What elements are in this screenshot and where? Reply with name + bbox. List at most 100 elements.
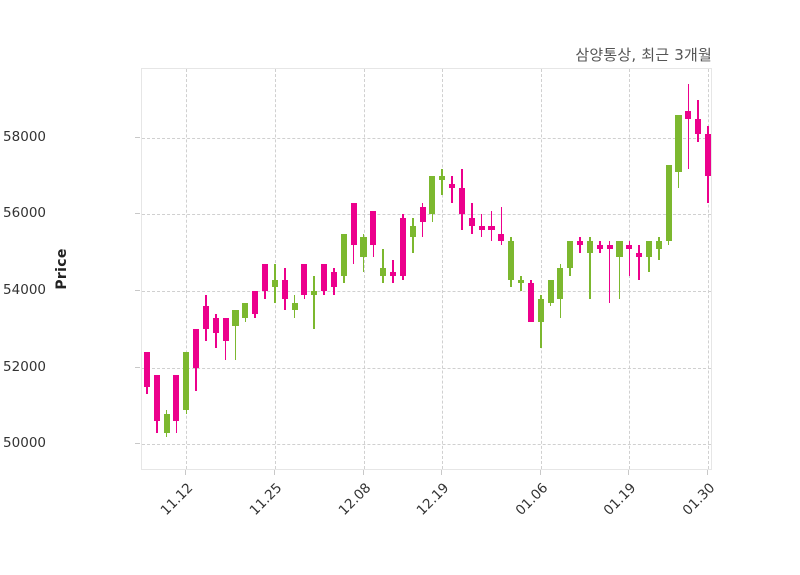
gridline-vertical-01.06 — [540, 69, 542, 469]
candle-body — [468, 218, 475, 226]
x-axis-tick-mark-01.06 — [539, 470, 541, 475]
candle-wick — [520, 275, 522, 292]
x-axis-tick-mark-12.08 — [362, 470, 364, 475]
candle-body — [311, 291, 318, 295]
candle-body — [262, 264, 269, 292]
candle-wick — [658, 237, 660, 261]
gridline-vertical-11.12 — [186, 69, 188, 469]
candle-wick — [313, 275, 316, 330]
y-axis-tick-label-56000: 56000 — [3, 205, 46, 222]
candle-body — [340, 233, 347, 276]
x-axis-tick-mark-01.19 — [628, 470, 630, 475]
candle-body — [567, 241, 574, 269]
candle-body — [183, 352, 190, 410]
candle-body — [645, 241, 653, 257]
candle-body — [330, 271, 338, 288]
candle-body — [389, 271, 397, 276]
y-axis-labels: 50000 52000 54000 56000 58000 — [0, 0, 141, 575]
candle-body — [547, 279, 554, 303]
candle-body — [675, 114, 682, 173]
gridline-horizontal-54000 — [142, 291, 711, 293]
x-axis-tick-mark-12.19 — [441, 470, 443, 475]
candle-body — [143, 352, 150, 387]
candle-body — [360, 237, 367, 257]
candle-body — [626, 245, 633, 249]
x-axis-tick-label-12.19: 12.19 — [413, 480, 453, 519]
plot-area — [141, 68, 712, 470]
gridline-horizontal-58000 — [142, 137, 711, 139]
gridline-vertical-01.30 — [708, 69, 710, 469]
candle-body — [665, 164, 672, 242]
candle-wick — [608, 241, 611, 303]
candle-body — [370, 210, 377, 246]
candle-body — [281, 279, 288, 299]
candle-body — [616, 241, 623, 257]
gridline-horizontal-50000 — [142, 444, 711, 446]
y-axis-tick-mark-56000 — [135, 213, 140, 215]
candle-body — [399, 218, 406, 276]
candle-body — [173, 375, 180, 422]
x-axis-tick-mark-01.30 — [707, 470, 709, 475]
x-axis-tick-label-01.06: 01.06 — [512, 480, 552, 519]
candle-body — [193, 329, 200, 368]
candle-wick — [628, 241, 631, 276]
candle-body — [586, 241, 593, 253]
candle-body — [232, 310, 239, 326]
candle-body — [291, 302, 298, 311]
candle-body — [380, 268, 387, 276]
y-axis-tick-mark-50000 — [135, 443, 140, 445]
x-axis-tick-label-11.12: 11.12 — [157, 480, 197, 519]
candle-body — [163, 413, 170, 433]
y-axis-tick-label-58000: 58000 — [3, 128, 46, 145]
candle-body — [557, 268, 564, 299]
y-axis-tick-mark-58000 — [135, 136, 140, 138]
x-axis-tick-label-12.08: 12.08 — [335, 480, 374, 519]
candle-body — [636, 252, 643, 257]
candle-body — [478, 225, 485, 230]
candle-body — [527, 283, 534, 322]
candle-body — [271, 279, 278, 288]
candle-wick — [500, 206, 503, 246]
candle-body — [419, 206, 426, 223]
y-axis-tick-label-50000: 50000 — [3, 435, 46, 452]
candle-body — [449, 183, 456, 188]
candle-wick — [539, 294, 542, 349]
x-axis-labels: 11.12 11.25 12.08 12.19 01.06 01.19 01.30 — [0, 470, 800, 575]
candle-wick — [638, 245, 640, 280]
candle-body — [596, 245, 603, 249]
candle-body — [508, 241, 515, 280]
candle-body — [439, 176, 446, 181]
candle-body — [429, 176, 436, 215]
candle-body — [577, 241, 584, 246]
candle-body — [498, 233, 505, 242]
candle-body — [212, 317, 219, 334]
candle-body — [705, 134, 711, 177]
y-axis-tick-mark-52000 — [135, 366, 140, 368]
candle-body — [488, 225, 495, 230]
candle-body — [350, 203, 357, 246]
x-axis-tick-label-01.19: 01.19 — [600, 480, 640, 519]
candle-wick — [451, 176, 453, 203]
x-axis-tick-mark-11.12 — [185, 470, 187, 475]
candle-wick — [234, 310, 237, 360]
candle-wick — [618, 241, 621, 299]
x-axis-tick-mark-11.25 — [273, 470, 275, 475]
candle-body — [242, 302, 249, 318]
candle-body — [695, 118, 702, 135]
candle-body — [655, 241, 662, 249]
candle-body — [202, 306, 210, 330]
candle-wick — [687, 84, 690, 169]
candle-body — [252, 291, 259, 315]
candle-body — [321, 264, 328, 292]
candle-body — [537, 298, 544, 322]
gridline-horizontal-56000 — [142, 214, 711, 216]
gridline-horizontal-52000 — [142, 367, 711, 369]
candle-body — [458, 187, 465, 215]
candle-body — [685, 111, 692, 119]
gridline-vertical-12.19 — [442, 69, 444, 469]
candle-body — [222, 317, 229, 341]
candle-wick — [648, 241, 650, 272]
x-axis-tick-label-11.25: 11.25 — [246, 480, 286, 519]
y-axis-tick-label-54000: 54000 — [3, 282, 46, 299]
